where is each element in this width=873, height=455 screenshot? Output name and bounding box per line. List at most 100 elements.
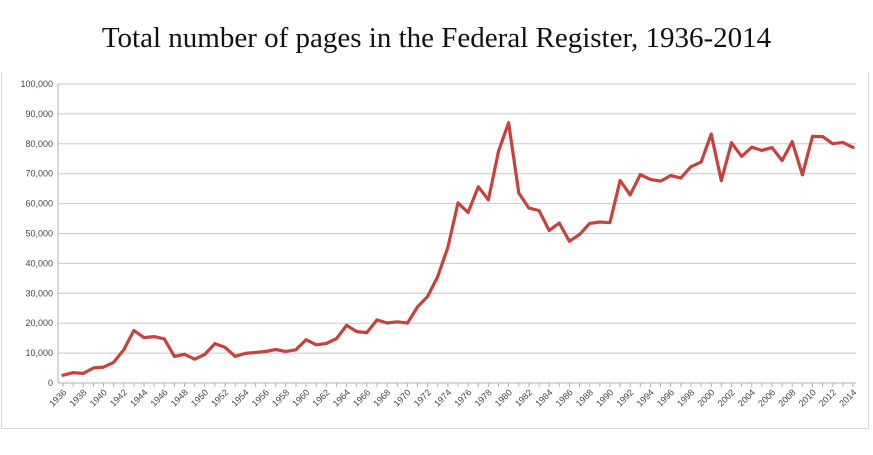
x-tick-label: 1972 [412,387,433,408]
data-point [831,142,835,146]
data-point [527,206,531,210]
y-tick-label: 70,000 [25,169,53,179]
y-tick-label: 100,000 [20,79,53,89]
x-tick-label: 1976 [452,387,473,408]
data-point [780,159,784,163]
data-point [365,331,369,335]
x-tick-label: 2002 [716,387,737,408]
data-point [233,354,237,358]
data-point [669,174,673,178]
data-point [618,179,622,183]
x-tick-label: 1946 [148,387,169,408]
data-point [162,337,166,341]
x-tick-label: 1964 [331,387,352,408]
data-point [183,352,187,356]
data-point [557,221,561,225]
x-tick-label: 1952 [209,387,230,408]
x-tick-label: 1938 [67,387,88,408]
data-point [253,351,257,355]
data-point [547,229,551,233]
data-point [385,321,389,325]
x-tick-label: 2008 [776,387,797,408]
data-point [334,337,338,341]
data-point [264,350,268,354]
x-tick-label: 1954 [229,387,250,408]
x-tick-label: 1958 [270,387,291,408]
chart-title: Total number of pages in the Federal Reg… [101,22,772,54]
data-point [497,149,501,153]
data-point [608,221,612,225]
x-tick-label: 2012 [817,387,838,408]
x-tick-label: 1940 [88,387,109,408]
data-point [699,160,703,164]
x-tick-label: 1944 [128,387,149,408]
data-point [193,357,197,361]
data-point [790,140,794,144]
y-tick-label: 10,000 [25,348,53,358]
x-tick-label: 1996 [655,387,676,408]
data-point [810,134,814,138]
data-point [456,201,460,205]
data-point [537,208,541,212]
data-point [476,185,480,189]
x-tick-label: 1988 [574,387,595,408]
data-point [750,145,754,149]
x-tick-label: 1960 [290,387,311,408]
data-point [71,371,75,375]
data-point [112,360,116,364]
y-tick-label: 20,000 [25,318,53,328]
data-point [324,341,328,345]
data-point [740,154,744,158]
data-point [172,354,176,358]
x-tick-label: 1968 [371,387,392,408]
x-tick-label: 1984 [533,387,554,408]
data-point [314,343,318,347]
x-tick-label: 1994 [635,387,656,408]
data-point [517,191,521,195]
data-point [203,352,207,356]
data-point [679,176,683,180]
data-point [770,146,774,150]
y-tick-label: 90,000 [25,109,53,119]
data-point [648,177,652,181]
x-tick-label: 1956 [250,387,271,408]
y-tick-label: 60,000 [25,199,53,209]
data-point [132,329,136,333]
data-point [102,365,106,369]
data-point [436,275,440,279]
y-tick-label: 80,000 [25,139,53,149]
data-point [395,320,399,324]
data-point [800,173,804,177]
data-point [659,179,663,183]
x-tick-label: 1950 [189,387,210,408]
data-point [689,165,693,169]
data-point [507,121,511,125]
x-tick-label: 2014 [837,387,858,408]
x-tick-label: 2010 [797,387,818,408]
x-tick-label: 1992 [614,387,635,408]
y-tick-label: 30,000 [25,288,53,298]
data-point [61,373,65,377]
data-point [638,173,642,177]
data-point [729,141,733,145]
x-tick-label: 1948 [169,387,190,408]
data-point [841,140,845,144]
data-point [719,179,723,183]
x-tick-label: 1982 [513,387,534,408]
data-point [81,371,85,375]
data-point [355,330,359,334]
x-tick-label: 2006 [756,387,777,408]
x-tick-label: 1986 [554,387,575,408]
data-point [821,135,825,139]
data-point [567,239,571,243]
data-point [274,348,278,352]
data-point [152,335,156,339]
data-point [709,132,713,136]
data-point [223,345,227,349]
data-point [304,338,308,342]
y-tick-label: 50,000 [25,229,53,239]
data-point [415,305,419,309]
data-point [598,220,602,224]
data-point [405,321,409,325]
